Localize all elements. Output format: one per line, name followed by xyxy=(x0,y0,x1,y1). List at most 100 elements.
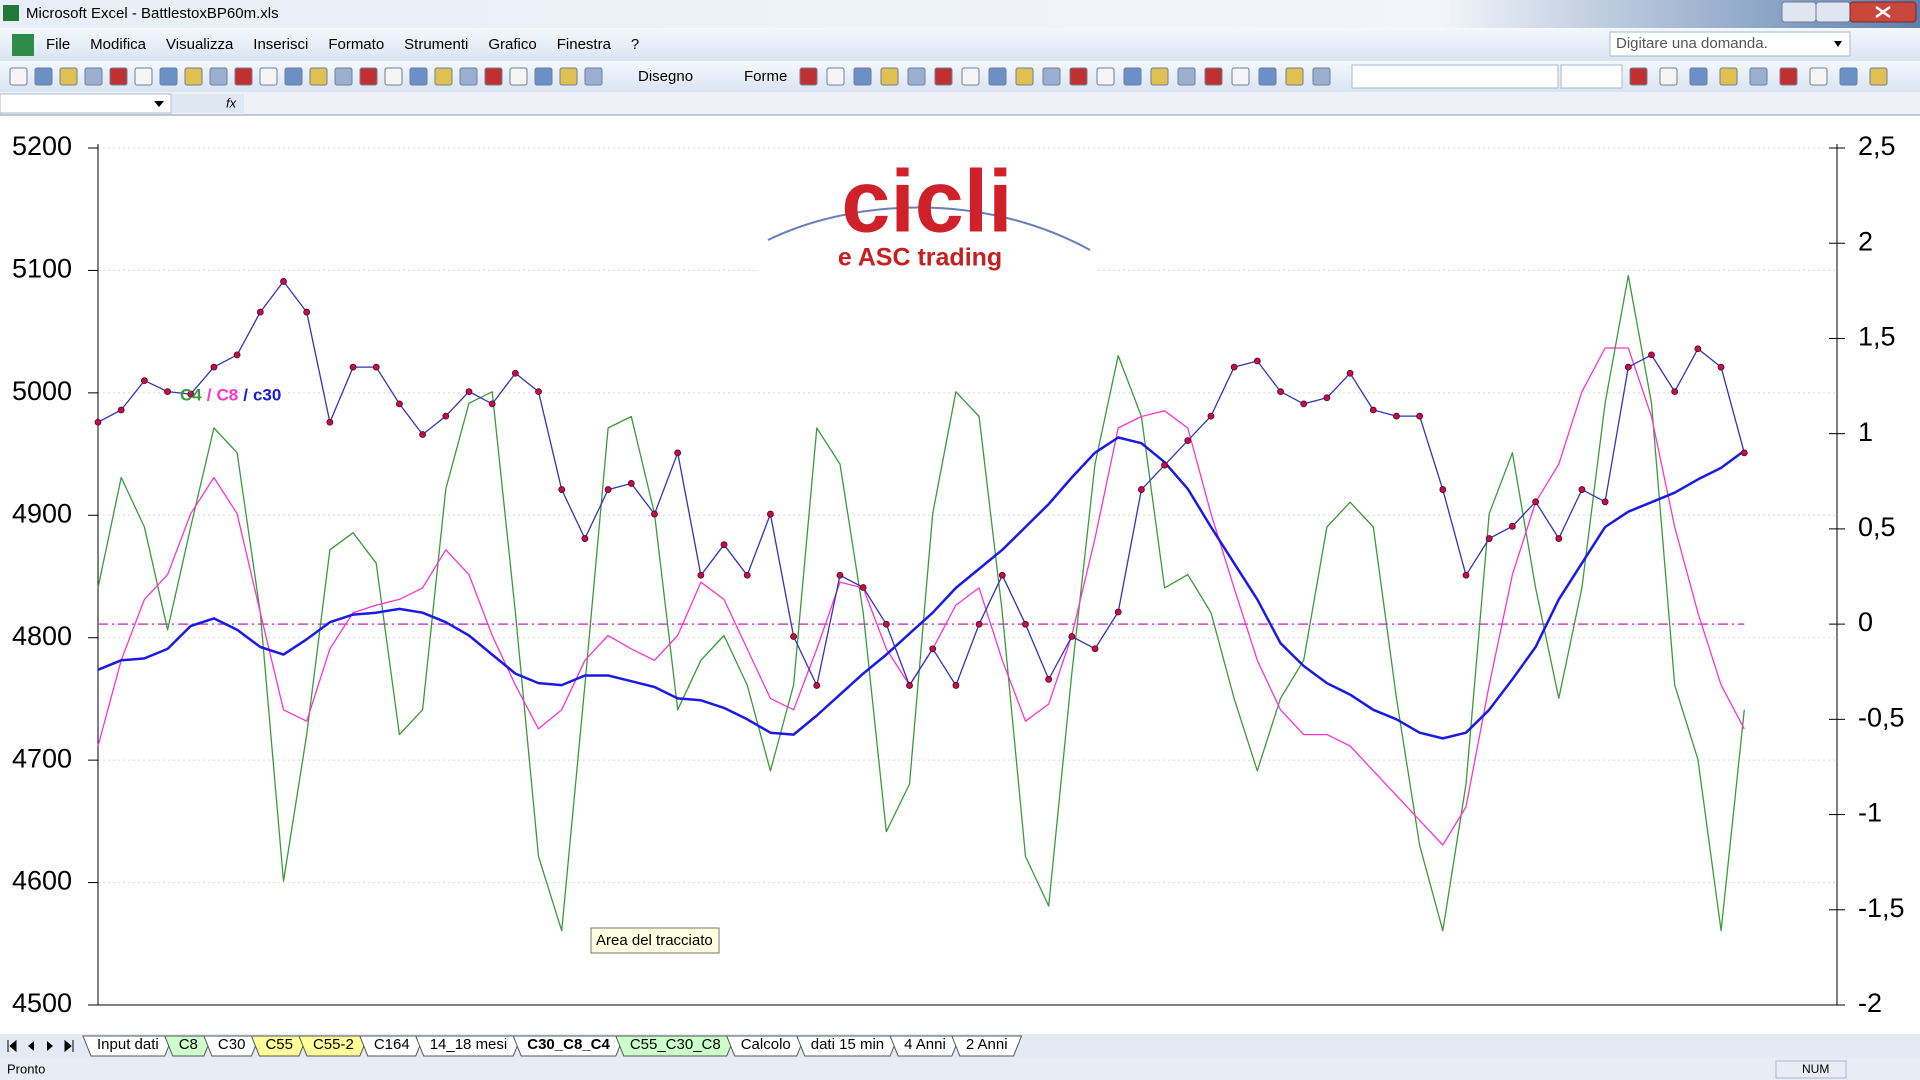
toolbar-icon[interactable] xyxy=(907,67,926,86)
sheet-tab[interactable]: C55 xyxy=(250,1035,308,1057)
minimize-button[interactable] xyxy=(1781,1,1817,23)
data-point xyxy=(326,418,334,426)
menu-item[interactable]: Inserisci xyxy=(253,36,308,53)
toolbar-icon[interactable] xyxy=(184,67,203,86)
toolbar-icon[interactable] xyxy=(1231,67,1250,86)
toolbar-icon[interactable] xyxy=(1659,67,1678,86)
toolbar-icon[interactable] xyxy=(109,67,128,86)
toolbar-icon[interactable] xyxy=(259,67,278,86)
sheet-tab[interactable]: 14_18 mesi xyxy=(414,1035,522,1057)
toolbar-icon[interactable] xyxy=(1204,67,1223,86)
toolbar-icon[interactable] xyxy=(1312,67,1331,86)
sheet-tab[interactable]: C55-2 xyxy=(298,1035,369,1057)
toolbar-icon[interactable] xyxy=(9,67,28,86)
sheet-tab[interactable]: C55_C30_C8 xyxy=(615,1035,736,1057)
toolbar-icon[interactable] xyxy=(1069,67,1088,86)
sheet-tab[interactable]: dati 15 min xyxy=(796,1035,899,1057)
tooltip: Area del tracciato xyxy=(596,932,713,949)
menu-item[interactable]: Visualizza xyxy=(166,36,234,53)
data-point xyxy=(674,449,682,457)
sheet-tab[interactable]: 4 Anni xyxy=(889,1035,961,1057)
toolbar-icon[interactable] xyxy=(1177,67,1196,86)
toolbar-icon[interactable] xyxy=(853,67,872,86)
data-point xyxy=(836,571,844,579)
toolbar-icon[interactable] xyxy=(159,67,178,86)
toolbar-icon[interactable] xyxy=(284,67,303,86)
toolbar-icon[interactable] xyxy=(334,67,353,86)
toolbar-icon[interactable] xyxy=(509,67,528,86)
help-box[interactable] xyxy=(1609,31,1851,57)
toolbar-icon[interactable] xyxy=(1689,67,1708,86)
toolbar-icon[interactable] xyxy=(234,67,253,86)
name-box[interactable] xyxy=(0,93,172,114)
toolbar-icon[interactable] xyxy=(584,67,603,86)
toolbar-icon[interactable] xyxy=(826,67,845,86)
menu-item[interactable]: Modifica xyxy=(90,36,147,53)
toolbar-icon[interactable] xyxy=(534,67,553,86)
toolbar-icon[interactable] xyxy=(1123,67,1142,86)
sheet-tab-shape xyxy=(250,1035,308,1057)
toolbar-icon[interactable] xyxy=(384,67,403,86)
chart: 4500 4600 4700 4800 4900 5000 5100 5200 -2 -1,5 -1… xyxy=(12,131,1905,1018)
toolbar-icon[interactable] xyxy=(934,67,953,86)
sheet-tab[interactable]: Input dati xyxy=(82,1035,174,1057)
fx-button[interactable]: fx xyxy=(226,95,237,110)
menu: File Modifica Visualizza Inserisci Formato St… xyxy=(46,36,639,53)
toolbar-icon[interactable] xyxy=(359,67,378,86)
toolbar-icon[interactable] xyxy=(1150,67,1169,86)
menu-item[interactable]: Grafico xyxy=(488,36,536,53)
menu-item[interactable]: ? xyxy=(631,36,639,53)
sheet-tab[interactable]: 2 Anni xyxy=(951,1035,1023,1057)
toolbar-icon[interactable] xyxy=(1285,67,1304,86)
tooltip-box xyxy=(590,927,720,954)
toolbar-icon[interactable] xyxy=(1869,67,1888,86)
toolbar-icon[interactable] xyxy=(1779,67,1798,86)
data-point xyxy=(1601,498,1609,506)
toolbar-icon[interactable] xyxy=(84,67,103,86)
toolbar-icon[interactable] xyxy=(434,67,453,86)
toolbar-icon[interactable] xyxy=(209,67,228,86)
y2-tick-label: 1 xyxy=(1858,417,1873,447)
font-combo[interactable] xyxy=(1351,64,1559,89)
data-point xyxy=(882,620,890,628)
toolbar-icon[interactable] xyxy=(1749,67,1768,86)
sheet-tab[interactable]: C30_C8_C4 xyxy=(512,1035,625,1057)
toolbar-icon[interactable] xyxy=(1258,67,1277,86)
toolbar-icon[interactable] xyxy=(34,67,53,86)
toolbar-icon[interactable] xyxy=(1719,67,1738,86)
toolbar-icon[interactable] xyxy=(409,67,428,86)
toolbar-icon[interactable] xyxy=(134,67,153,86)
size-combo[interactable] xyxy=(1560,64,1623,89)
data-point xyxy=(767,510,774,518)
sheet-tab[interactable]: Calcolo xyxy=(725,1035,806,1057)
toolbar-icon[interactable] xyxy=(59,67,78,86)
menu-item[interactable]: File xyxy=(46,36,70,53)
toolbar-icon[interactable] xyxy=(961,67,980,86)
toolbar-icon[interactable] xyxy=(309,67,328,86)
sheet-tab[interactable]: C30 xyxy=(203,1035,261,1057)
toolbar-icon[interactable] xyxy=(1096,67,1115,86)
toolbar-icon[interactable] xyxy=(1809,67,1828,86)
toolbar-icon[interactable] xyxy=(459,67,478,86)
drawing-menu[interactable]: Disegno xyxy=(638,68,693,85)
toolbar-icon[interactable] xyxy=(1839,67,1858,86)
toolbar-icon[interactable] xyxy=(1015,67,1034,86)
toolbar-icon[interactable] xyxy=(880,67,899,86)
toolbar-icon[interactable] xyxy=(484,67,503,86)
shapes-menu[interactable]: Forme xyxy=(744,68,787,85)
toolbar-icon[interactable] xyxy=(799,67,818,86)
menu-item[interactable]: Formato xyxy=(328,36,384,53)
sheet-tab[interactable]: C8 xyxy=(163,1035,213,1057)
toolbar-icon[interactable] xyxy=(1042,67,1061,86)
app-icon xyxy=(3,5,19,21)
toolbar-icon[interactable] xyxy=(988,67,1007,86)
toolbar-icon[interactable] xyxy=(559,67,578,86)
tab-nav[interactable] xyxy=(7,1039,74,1053)
sheet-tab[interactable]: C164 xyxy=(359,1035,425,1057)
maximize-button[interactable] xyxy=(1815,1,1851,23)
data-point xyxy=(1068,633,1076,640)
data-point xyxy=(1671,388,1679,396)
toolbar-icon[interactable] xyxy=(1629,67,1648,86)
menu-item[interactable]: Strumenti xyxy=(404,36,468,53)
menu-item[interactable]: Finestra xyxy=(557,36,612,53)
